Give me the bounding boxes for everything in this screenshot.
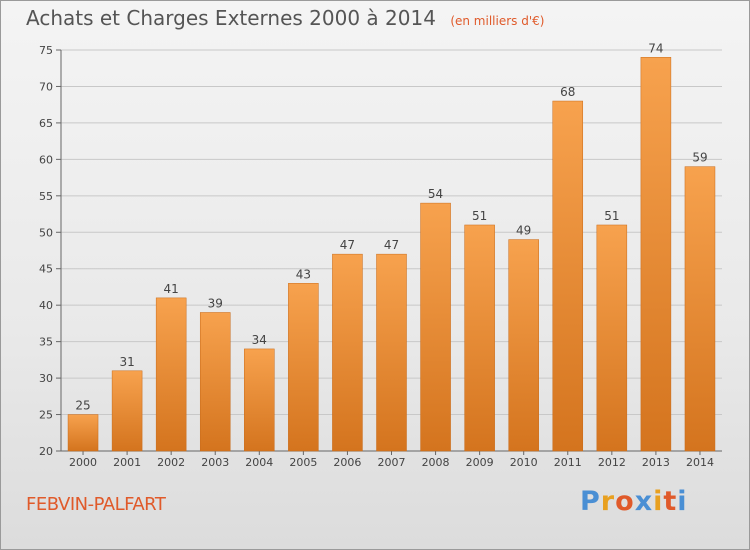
labels: 20 25 30 35 40 45 50 55 60 65 70 75 25 2000 31 2001 41 20… xyxy=(39,41,714,469)
bar-2000 xyxy=(67,414,99,452)
x-tick-label-2001: 2001 xyxy=(113,456,141,469)
bar-2005 xyxy=(288,283,319,452)
chart-title-text: Achats et Charges Externes 2000 à 2014 xyxy=(26,6,436,30)
y-tick-label: 40 xyxy=(39,299,53,312)
value-label-2012: 51 xyxy=(604,209,619,223)
value-label-2008: 54 xyxy=(428,187,443,201)
bar-2001 xyxy=(111,370,143,452)
value-label-2013: 74 xyxy=(648,41,663,55)
bar-2008 xyxy=(420,202,451,452)
value-label-2011: 68 xyxy=(560,85,575,99)
x-tick-label-2014: 2014 xyxy=(686,456,714,469)
x-tick-label-2000: 2000 xyxy=(69,456,97,469)
bar-2014 xyxy=(684,166,716,452)
x-tick-label-2008: 2008 xyxy=(422,456,450,469)
chart-unit: (en milliers d'€) xyxy=(450,14,545,28)
bar-2003 xyxy=(199,312,231,452)
value-label-2007: 47 xyxy=(384,238,399,252)
bar-2006 xyxy=(332,253,363,452)
x-tick-label-2010: 2010 xyxy=(510,456,538,469)
value-label-2000: 25 xyxy=(75,399,90,413)
y-tick-label: 75 xyxy=(39,44,53,57)
y-tick-label: 30 xyxy=(39,372,53,385)
logo-letter: r xyxy=(600,486,616,517)
logo-letter: i xyxy=(653,486,664,517)
y-tick-label: 60 xyxy=(39,153,53,166)
bar-2011 xyxy=(552,100,584,452)
x-tick-label-2006: 2006 xyxy=(333,456,361,469)
chart-title: Achats et Charges Externes 2000 à 2014 (… xyxy=(26,6,544,30)
value-label-2009: 51 xyxy=(472,209,487,223)
x-tick-label-2003: 2003 xyxy=(201,456,229,469)
logo-letter: i xyxy=(677,486,688,517)
bar-2004 xyxy=(244,348,275,452)
logo-letter: x xyxy=(634,486,654,517)
proxiti-logo: Proxiti xyxy=(580,486,688,517)
bar-2013 xyxy=(640,57,672,452)
bar-2002 xyxy=(155,297,187,452)
value-label-2004: 34 xyxy=(252,333,267,347)
value-label-2005: 43 xyxy=(296,267,311,281)
x-tick-label-2004: 2004 xyxy=(245,456,273,469)
logo-letter: t xyxy=(663,486,678,517)
value-label-2003: 39 xyxy=(208,296,223,310)
value-label-2010: 49 xyxy=(516,224,531,238)
bar-2012 xyxy=(596,224,628,452)
y-tick-label: 25 xyxy=(39,409,53,422)
logo-letter: o xyxy=(615,486,635,517)
y-tick-label: 45 xyxy=(39,263,53,276)
logo-letter: P xyxy=(580,486,601,517)
value-label-2002: 41 xyxy=(164,282,179,296)
x-tick-label-2007: 2007 xyxy=(378,456,406,469)
y-tick-label: 50 xyxy=(39,226,53,239)
x-tick-label-2013: 2013 xyxy=(642,456,670,469)
y-tick-label: 65 xyxy=(39,117,53,130)
value-label-2014: 59 xyxy=(692,151,707,165)
x-tick-label-2009: 2009 xyxy=(466,456,494,469)
bar-2007 xyxy=(376,253,407,452)
x-tick-label-2005: 2005 xyxy=(289,456,317,469)
y-tick-label: 55 xyxy=(39,190,53,203)
y-tick-label: 70 xyxy=(39,80,53,93)
value-label-2001: 31 xyxy=(119,355,134,369)
bar-2009 xyxy=(464,224,495,452)
value-label-2006: 47 xyxy=(340,238,355,252)
x-tick-label-2012: 2012 xyxy=(598,456,626,469)
y-tick-label: 35 xyxy=(39,336,53,349)
x-tick-label-2002: 2002 xyxy=(157,456,185,469)
x-tick-label-2011: 2011 xyxy=(554,456,582,469)
bar-2010 xyxy=(508,239,539,452)
bars xyxy=(67,57,716,452)
y-tick-label: 20 xyxy=(39,445,53,458)
commune-name: FEBVIN-PALFART xyxy=(26,494,166,515)
